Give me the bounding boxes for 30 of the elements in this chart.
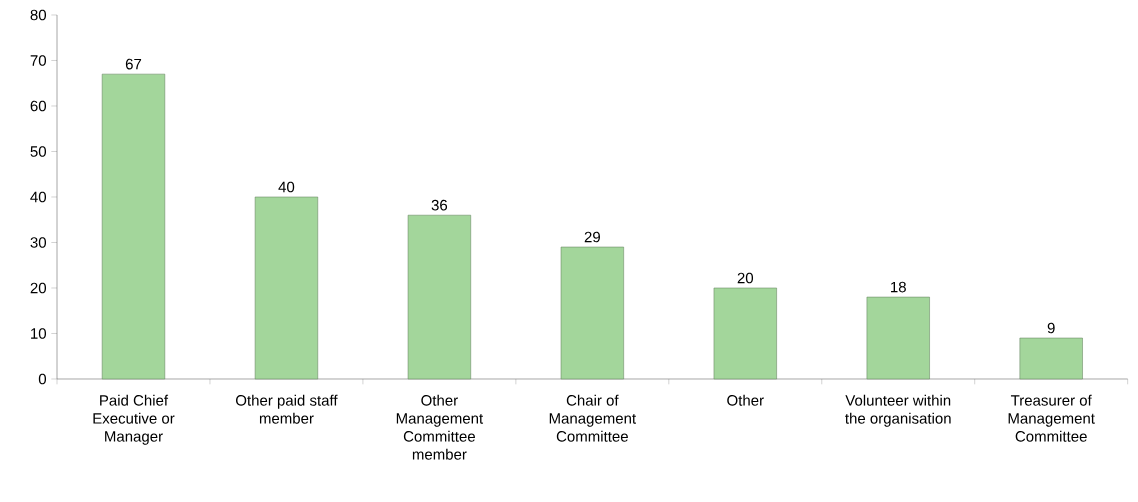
data-label: 20: [737, 272, 754, 284]
bar: [254, 196, 319, 380]
x-tick-label: Volunteer within the organisation: [845, 394, 951, 427]
x-tick-label: Other Management Committee member: [396, 394, 484, 460]
bar: [101, 73, 166, 380]
bar: [866, 296, 930, 380]
y-tick-label: 30: [30, 237, 47, 248]
bar: [1019, 337, 1083, 380]
y-tick-label: 70: [30, 55, 47, 66]
y-tick-label: 40: [30, 191, 47, 203]
y-tick-label: 80: [30, 9, 47, 21]
data-label: 9: [1047, 322, 1055, 334]
data-label: 67: [125, 58, 142, 70]
y-tick-label: 0: [38, 373, 47, 385]
data-label: 29: [584, 231, 600, 243]
data-label: 36: [431, 199, 448, 211]
y-tick-label: 20: [30, 282, 47, 294]
data-label: 40: [278, 181, 295, 193]
y-tick-label: 50: [30, 146, 47, 157]
x-tick-label: Chair of Management Committee: [549, 394, 636, 442]
y-tick-label: 60: [30, 100, 47, 112]
y-tick-label: 10: [31, 328, 47, 339]
bar: [713, 287, 777, 380]
x-tick-label: Other paid staff member: [236, 394, 338, 424]
x-tick-label: Paid Chief Executive or Manager: [93, 394, 175, 445]
bar: [407, 214, 471, 380]
bar: [560, 246, 624, 380]
data-label: 18: [891, 281, 906, 293]
x-tick-label: Treasurer of Management Committee: [1008, 394, 1095, 442]
x-tick-label: Other: [727, 394, 764, 406]
